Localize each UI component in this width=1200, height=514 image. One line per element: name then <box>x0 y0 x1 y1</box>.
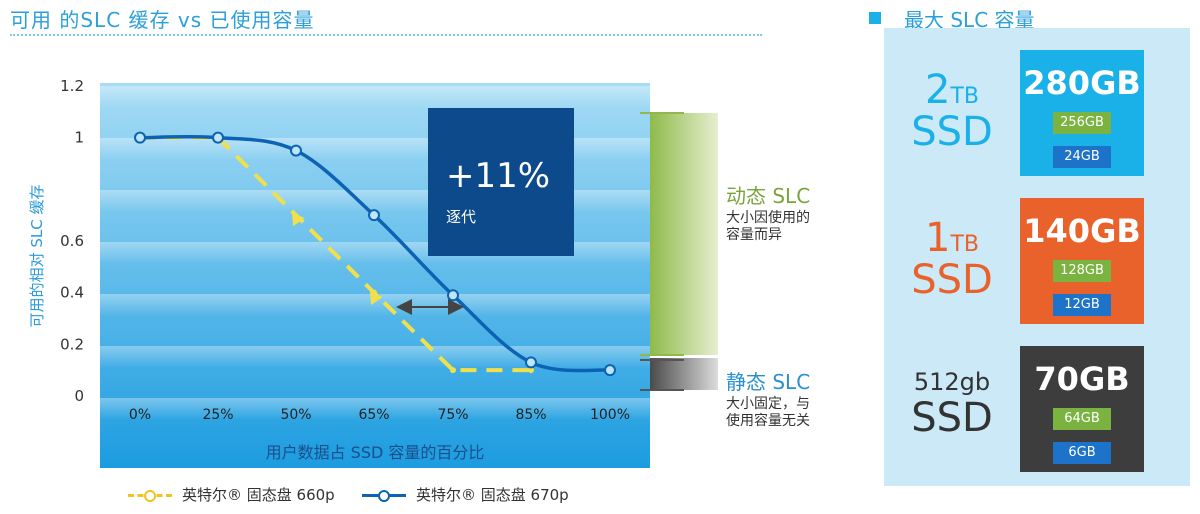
x-tick-label: 65% <box>358 407 389 423</box>
dynamic-desc-line1: 大小因使用的 <box>726 210 810 226</box>
y-axis-ticks: 0 0.2 0.4 0.6 1 1.2 <box>60 77 84 405</box>
static-slc-desc: 大小固定，与 使用容量无关 <box>726 396 810 430</box>
y-tick-label: 0.4 <box>60 284 84 302</box>
series-670p-point <box>134 131 146 144</box>
series-670p-point <box>212 131 224 144</box>
series-660p-point <box>528 367 534 374</box>
x-axis-label: 用户数据占 SSD 容量的百分比 <box>266 443 485 462</box>
x-tick-label: 25% <box>202 407 233 423</box>
capacity-ssd: SSD <box>911 257 993 303</box>
x-tick-label: 0% <box>129 407 151 423</box>
static-slc-bar <box>650 358 718 390</box>
series-660p-arrow <box>291 212 305 227</box>
static-desc-line2: 使用容量无关 <box>726 413 810 429</box>
dynamic-slc-desc: 大小因使用的 容量而异 <box>726 210 810 244</box>
capacity-2tb: 2TB SSD <box>890 70 1014 154</box>
y-tick-label: 1.2 <box>60 77 84 95</box>
x-tick-label: 75% <box>437 407 468 423</box>
static-slc-value: 6GB <box>1053 442 1111 464</box>
capacity-unit: TB <box>950 84 979 109</box>
dynamic-slc-label: 动态 SLC <box>726 184 811 208</box>
annotation-box <box>428 108 574 256</box>
series-670p-point <box>447 289 459 302</box>
dynamic-slc-value: 64GB <box>1053 408 1111 430</box>
annotation-value: +11% <box>446 156 550 196</box>
dynamic-slc-value: 256GB <box>1053 112 1111 134</box>
static-slc-value: 24GB <box>1053 146 1111 168</box>
slc-box-512gb: 70GB 64GB 6GB <box>1020 346 1144 472</box>
x-tick-label: 50% <box>280 407 311 423</box>
capacity-ssd: SSD <box>911 395 993 441</box>
capacity-unit: TB <box>950 232 979 257</box>
static-desc-line1: 大小固定，与 <box>726 396 810 412</box>
total-slc: 140GB <box>1023 212 1141 250</box>
legend-item-660p: 英特尔® 固态盘 660p <box>128 484 335 505</box>
capacity-number: 512gb <box>913 368 991 396</box>
y-tick-label: 0 <box>74 387 84 405</box>
y-tick-label: 1 <box>74 129 84 147</box>
plot-band <box>100 294 650 316</box>
total-slc: 70GB <box>1034 360 1130 398</box>
y-tick-label: 0.6 <box>60 232 84 250</box>
side-title-marker <box>869 12 881 24</box>
capacity-number: 1 <box>925 215 951 261</box>
static-slc-label: 静态 SLC <box>726 370 811 394</box>
x-axis-ticks: 0% 25% 50% 65% 75% 85% 100% <box>129 407 630 423</box>
plot-band <box>100 398 650 420</box>
plot-band <box>100 346 650 368</box>
capacity-512gb: 512gb SSD <box>890 368 1014 440</box>
slc-box-2tb: 280GB 256GB 24GB <box>1020 50 1144 176</box>
y-tick-label: 0.2 <box>60 335 84 353</box>
legend-item-670p: 英特尔® 固态盘 670p <box>362 484 569 505</box>
static-slc-value: 12GB <box>1053 294 1111 316</box>
chart-title: 可用 的SLC 缓存 vs 已使用容量 <box>10 8 315 32</box>
legend-swatch-670p <box>362 488 406 502</box>
x-tick-label: 85% <box>515 407 546 423</box>
dynamic-slc-bar <box>650 113 718 355</box>
legend-label-670p: 英特尔® 固态盘 670p <box>416 486 569 504</box>
legend-label-660p: 英特尔® 固态盘 660p <box>182 486 335 504</box>
slc-box-1tb: 140GB 128GB 12GB <box>1020 198 1144 324</box>
plot-band <box>100 86 650 108</box>
dynamic-slc-value: 128GB <box>1053 260 1111 282</box>
series-670p-point <box>604 364 616 377</box>
series-660p-point <box>450 367 456 374</box>
annotation-caption: 逐代 <box>446 208 476 226</box>
y-axis-label: 可用的相对 SLC 缓存 <box>28 185 46 328</box>
series-660p-point <box>371 289 377 296</box>
capacity-ssd: SSD <box>911 109 993 155</box>
title-divider <box>10 34 762 36</box>
capacity-1tb: 1TB SSD <box>890 218 1014 302</box>
legend-swatch-660p <box>128 488 172 502</box>
slc-cache-chart: 0 0.2 0.4 0.6 1 1.2 可用的相对 SLC 缓存 0% 25% 50% 65% 7… <box>28 77 718 468</box>
capacity-number: 2 <box>925 67 951 113</box>
x-tick-label: 100% <box>590 407 630 423</box>
series-670p-point <box>525 356 537 369</box>
series-670p-point <box>290 144 302 157</box>
dynamic-desc-line2: 容量而异 <box>726 227 782 243</box>
series-670p-point <box>368 209 380 222</box>
total-slc: 280GB <box>1023 64 1141 102</box>
